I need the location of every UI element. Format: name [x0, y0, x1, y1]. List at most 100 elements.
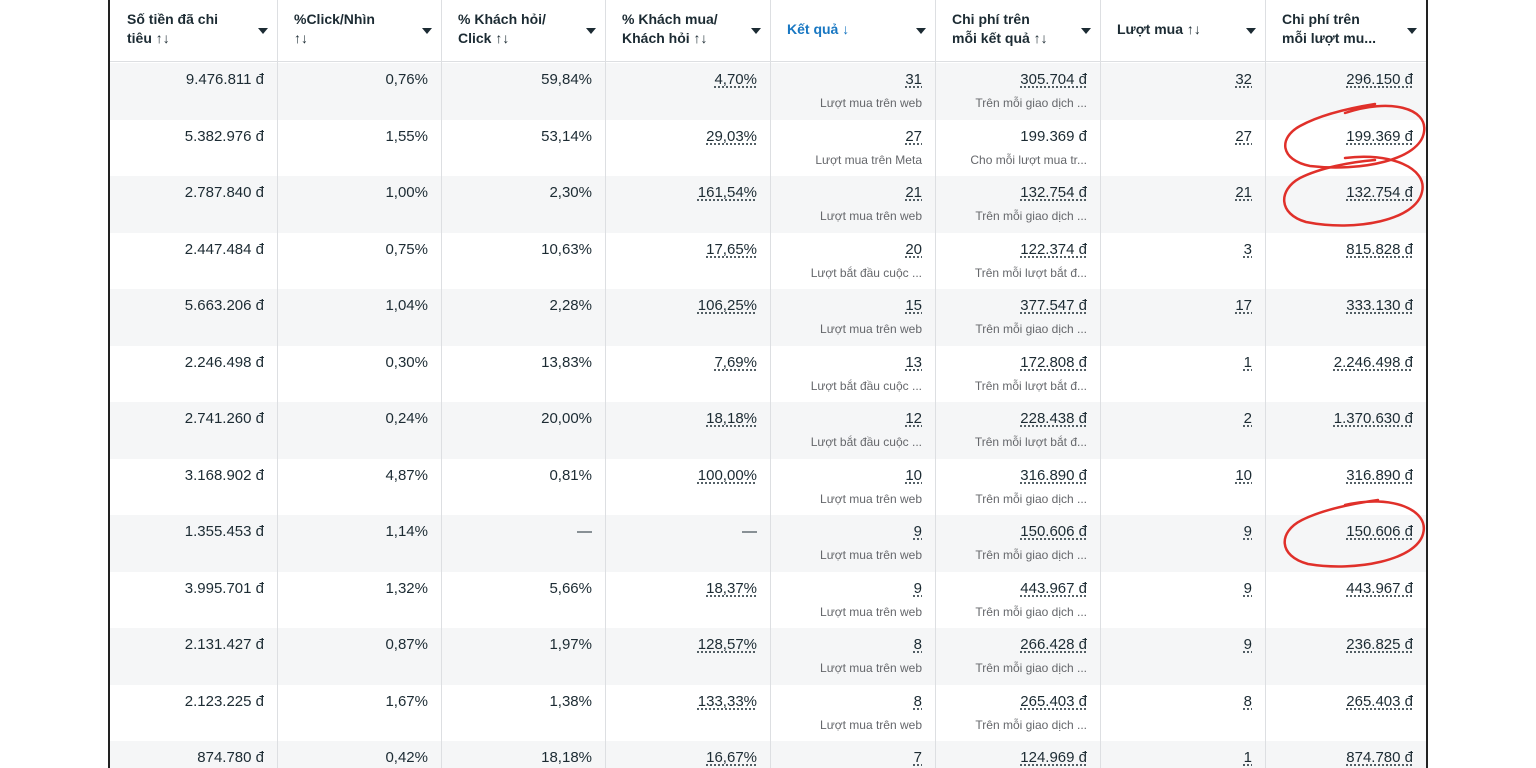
table-cell: 0,87%: [277, 628, 441, 685]
header-line: Chi phí trên: [952, 11, 1030, 27]
table-cell: 443.967 đ Trên mỗi giao dịch ...: [935, 572, 1100, 629]
cell-subtext: Lượt mua trên web: [820, 717, 922, 732]
table-cell: 874.780 đ: [110, 741, 277, 768]
cell-value: 1,04%: [385, 297, 428, 314]
table-cell: 1,00%: [277, 176, 441, 233]
header-divider: [110, 61, 1426, 62]
table-cell: 106,25%: [605, 289, 770, 346]
table-cell: 333.130 đ: [1265, 289, 1426, 346]
column-header[interactable]: Chi phí trên mỗi lượt mu...: [1265, 0, 1426, 62]
cell-value: 2,28%: [549, 297, 592, 314]
table-cell: 172.808 đ Trên mỗi lượt bắt đ...: [935, 346, 1100, 403]
cell-value: 133,33%: [697, 692, 757, 710]
table-cell: 9: [1100, 515, 1265, 572]
sort-dropdown: [1246, 28, 1256, 34]
column-header[interactable]: % Khách mua/Khách hỏi ↑↓: [605, 0, 770, 62]
cell-value: 443.967 đ: [1020, 579, 1087, 597]
cell-value: 132.754 đ: [1020, 184, 1087, 201]
cell-value: 4,70%: [714, 71, 757, 88]
cell-value: 59,84%: [541, 71, 592, 88]
table-cell: 27 Lượt mua trên Meta: [770, 120, 935, 177]
cell-value: 12: [905, 410, 922, 427]
column-header[interactable]: Lượt mua ↑↓: [1100, 0, 1265, 62]
table-cell: 124.969 đ: [935, 741, 1100, 768]
circle-mark: [1283, 498, 1426, 568]
table-cell: 13 Lượt bắt đầu cuộc ...: [770, 346, 935, 403]
cell-value: 9: [1243, 579, 1252, 597]
cell-value: 9: [913, 523, 922, 540]
table-cell: 9: [1100, 572, 1265, 629]
circle-mark: [1282, 155, 1424, 227]
cell-value: 1.370.630 đ: [1333, 410, 1413, 427]
header-line: % Khách hỏi/: [458, 11, 546, 27]
table-cell: 0,24%: [277, 402, 441, 459]
column-divider: [935, 0, 936, 768]
table-cell: 15 Lượt mua trên web: [770, 289, 935, 346]
cell-value: 53,14%: [541, 127, 592, 145]
cell-value: 296.150 đ: [1346, 71, 1413, 88]
cell-value: 2.447.484 đ: [184, 240, 264, 258]
table-cell: 12 Lượt bắt đầu cuộc ...: [770, 402, 935, 459]
cell-subtext: Cho mỗi lượt mua tr...: [970, 152, 1087, 167]
table-cell: 1.370.630 đ: [1265, 402, 1426, 459]
column-header[interactable]: Số tiền đã chi tiêu ↑↓: [110, 0, 277, 62]
column-header[interactable]: %Click/Nhìn ↑↓: [277, 0, 441, 62]
cell-value: 13,83%: [541, 353, 592, 371]
cell-value: 10: [905, 466, 922, 484]
cell-value: 132.754 đ: [1346, 184, 1413, 201]
column-header[interactable]: % Khách hỏi/Click ↑↓: [441, 0, 605, 62]
table-cell: 8 Lượt mua trên web: [770, 628, 935, 685]
column-header[interactable]: Chi phí trên mỗi kết quả ↑↓: [935, 0, 1100, 62]
table-cell: 132.754 đ: [1265, 176, 1426, 233]
cell-value: 8: [1243, 692, 1252, 710]
cell-value: 443.967 đ: [1346, 579, 1413, 597]
cell-value: 228.438 đ: [1020, 410, 1087, 427]
sort-dropdown: [258, 28, 268, 34]
table-cell: 21: [1100, 176, 1265, 233]
table-cell: 1,67%: [277, 685, 441, 742]
cell-value: 2,30%: [549, 184, 592, 201]
cell-value: 1,55%: [385, 127, 428, 145]
cell-value: 2.741.260 đ: [184, 410, 264, 427]
table-cell: 1: [1100, 741, 1265, 768]
table-cell: 265.403 đ Trên mỗi giao dịch ...: [935, 685, 1100, 742]
table-row: 2.123.225 đ 1,67% 1,38% 133,33% 8 Lượt mua tr…: [110, 685, 1426, 742]
header-line: Chi phí trên: [1282, 11, 1360, 27]
table-cell: 305.704 đ Trên mỗi giao dịch ...: [935, 63, 1100, 120]
cell-value: 29,03%: [706, 127, 757, 145]
cell-value: 1,14%: [385, 523, 428, 540]
column-header[interactable]: Kết quả ↓: [770, 0, 935, 62]
cell-value: 7: [913, 749, 922, 766]
cell-value: 15: [905, 297, 922, 314]
table-cell: 2.246.498 đ: [110, 346, 277, 403]
cell-value: 3.168.902 đ: [184, 466, 264, 484]
cell-value: 2.131.427 đ: [184, 636, 264, 653]
table-cell: 29,03%: [605, 120, 770, 177]
cell-subtext: Trên mỗi giao dịch ...: [975, 548, 1087, 562]
cell-value: 13: [905, 353, 922, 371]
cell-subtext: Trên mỗi giao dịch ...: [975, 322, 1087, 336]
table-cell: 20 Lượt bắt đầu cuộc ...: [770, 233, 935, 290]
table-cell: 443.967 đ: [1265, 572, 1426, 629]
cell-value: 2.787.840 đ: [184, 184, 264, 201]
table-cell: 1,97%: [441, 628, 605, 685]
cell-subtext: Lượt mua trên web: [820, 661, 922, 675]
table-cell: 265.403 đ: [1265, 685, 1426, 742]
cell-subtext: Trên mỗi giao dịch ...: [975, 717, 1087, 732]
table-row: 9.476.811 đ 0,76% 59,84% 4,70% 31 Lượt mua tr…: [110, 63, 1426, 120]
table-cell: 296.150 đ: [1265, 63, 1426, 120]
table-cell: 4,87%: [277, 459, 441, 516]
cell-value: 3: [1243, 240, 1252, 258]
table-cell: 0,76%: [277, 63, 441, 120]
cell-subtext: Trên mỗi lượt bắt đ...: [974, 378, 1087, 393]
cell-subtext: Lượt mua trên web: [820, 491, 922, 506]
table-cell: 17,65%: [605, 233, 770, 290]
cell-value: 32: [1235, 71, 1252, 88]
cell-value: 100,00%: [697, 466, 757, 484]
cell-value: 0,75%: [385, 240, 428, 258]
cell-value: 18,37%: [706, 579, 757, 597]
table-row: 2.246.498 đ 0,30% 13,83% 7,69% 13 Lượt bắt đầ…: [110, 346, 1426, 403]
table-cell: 10 Lượt mua trên web: [770, 459, 935, 516]
cell-value: 5,66%: [549, 579, 592, 597]
